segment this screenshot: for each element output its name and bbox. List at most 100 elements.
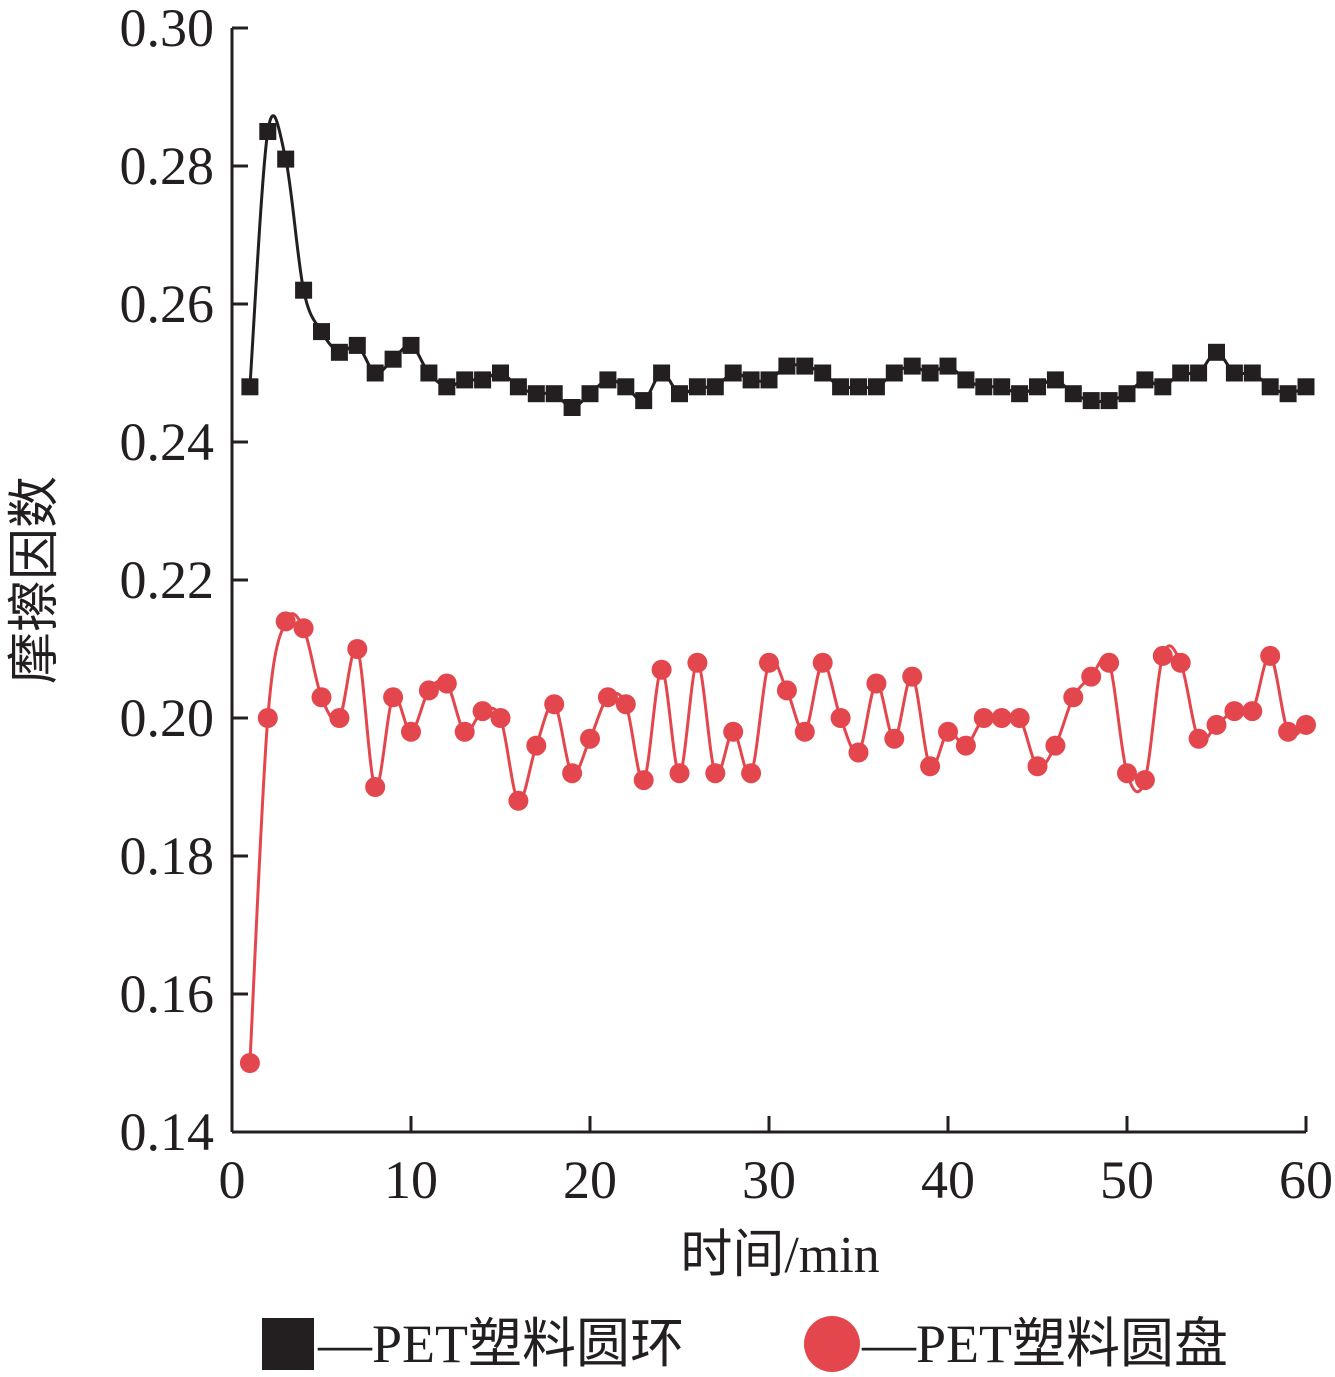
data-point-circle — [991, 708, 1012, 728]
data-point-square — [724, 364, 742, 382]
series-1 — [241, 114, 1315, 416]
data-point-circle — [275, 611, 296, 632]
data-point-circle — [848, 742, 869, 763]
data-point-square — [348, 336, 366, 354]
data-point-circle — [472, 701, 493, 722]
data-point-circle — [1242, 701, 1263, 722]
data-point-square — [420, 364, 438, 382]
legend-item-1: —PET塑料圆环 — [262, 1314, 684, 1374]
data-point-square — [545, 385, 563, 403]
data-point-circle — [311, 687, 332, 708]
data-point-square — [509, 378, 527, 396]
data-point-square — [384, 350, 402, 368]
data-point-square — [832, 378, 850, 396]
data-point-square — [527, 385, 545, 403]
data-point-circle — [418, 680, 439, 701]
data-point-circle — [1206, 714, 1227, 735]
series-2 — [239, 611, 1316, 1073]
x-tick-label: 60 — [1279, 1150, 1333, 1210]
y-tick-label: 0.16 — [120, 964, 215, 1024]
legend-item-2: —PET塑料圆盘 — [804, 1314, 1228, 1374]
data-point-circle — [920, 756, 941, 777]
data-point-square — [778, 357, 796, 375]
y-tick-label: 0.30 — [120, 0, 215, 58]
data-point-circle — [508, 790, 529, 811]
data-point-square — [366, 364, 384, 382]
data-point-square — [617, 378, 635, 396]
data-point-circle — [1260, 645, 1281, 666]
data-point-circle — [454, 721, 475, 742]
data-point-square — [563, 399, 581, 416]
data-point-square — [313, 323, 330, 341]
data-point-square — [1064, 385, 1082, 403]
data-point-square — [688, 378, 706, 396]
data-point-circle — [687, 652, 708, 673]
data-point-circle — [329, 708, 350, 728]
data-point-circle — [383, 687, 404, 708]
series-line — [248, 114, 1307, 410]
data-point-circle — [562, 763, 583, 784]
data-point-circle — [902, 666, 923, 687]
data-point-square — [438, 378, 456, 396]
data-point-circle — [1099, 652, 1120, 673]
data-point-circle — [794, 721, 815, 742]
data-point-circle — [1063, 687, 1084, 708]
series-line — [248, 612, 1307, 1064]
data-point-circle — [436, 673, 457, 694]
data-point-circle — [1134, 770, 1155, 791]
y-tick-label: 0.24 — [120, 412, 215, 472]
data-point-square — [402, 336, 420, 354]
data-point-circle — [866, 673, 887, 694]
data-point-square — [1154, 378, 1172, 396]
data-point-circle — [884, 728, 905, 749]
data-point-square — [492, 364, 509, 382]
data-point-circle — [544, 694, 565, 715]
data-point-circle — [1224, 701, 1245, 722]
data-point-square — [599, 371, 617, 389]
x-tick-label: 50 — [1100, 1150, 1154, 1210]
data-point-square — [796, 357, 814, 375]
data-point-square — [671, 385, 688, 403]
data-point-square — [259, 123, 277, 140]
data-point-circle — [1170, 652, 1191, 673]
x-tick-label: 10 — [384, 1150, 438, 1210]
legend-label: —PET塑料圆环 — [317, 1314, 684, 1374]
y-tick-label: 0.28 — [120, 136, 215, 196]
data-point-circle — [1045, 735, 1066, 756]
data-point-circle — [1278, 721, 1299, 742]
x-tick-label: 30 — [742, 1150, 796, 1210]
data-point-square — [653, 364, 671, 382]
data-point-square — [975, 378, 993, 396]
data-point-square — [1082, 392, 1100, 410]
data-point-square — [1118, 385, 1136, 403]
data-point-square — [241, 378, 259, 396]
data-point-square — [760, 371, 778, 389]
data-point-circle — [633, 770, 654, 791]
legend-marker-circle — [804, 1316, 860, 1372]
axes: 0.14 0.16 0.18 0.20 0.22 0.24 0.26 0.28 0.30 0 10 2… — [120, 0, 1334, 1210]
data-point-square — [1029, 378, 1046, 396]
data-point-circle — [1081, 666, 1102, 687]
legend: —PET塑料圆环 —PET塑料圆盘 — [262, 1314, 1228, 1374]
data-point-square — [1208, 343, 1225, 361]
data-point-square — [1225, 364, 1243, 382]
data-point-square — [1100, 392, 1118, 410]
data-point-circle — [651, 659, 672, 680]
data-point-circle — [1296, 714, 1316, 735]
data-point-square — [1279, 385, 1297, 403]
data-point-square — [330, 343, 348, 361]
data-point-square — [993, 378, 1011, 396]
data-point-square — [742, 371, 760, 389]
data-point-square — [1136, 371, 1154, 389]
data-point-circle — [347, 639, 368, 659]
y-tick-label: 0.26 — [120, 274, 215, 334]
legend-label: —PET塑料圆盘 — [861, 1314, 1228, 1374]
data-point-circle — [1188, 728, 1209, 749]
data-point-square — [1261, 378, 1279, 396]
data-point-square — [850, 378, 867, 396]
data-point-square — [277, 150, 295, 168]
data-point-circle — [955, 735, 976, 756]
data-point-circle — [490, 708, 511, 728]
data-point-circle — [239, 1053, 260, 1073]
data-point-circle — [938, 721, 958, 742]
